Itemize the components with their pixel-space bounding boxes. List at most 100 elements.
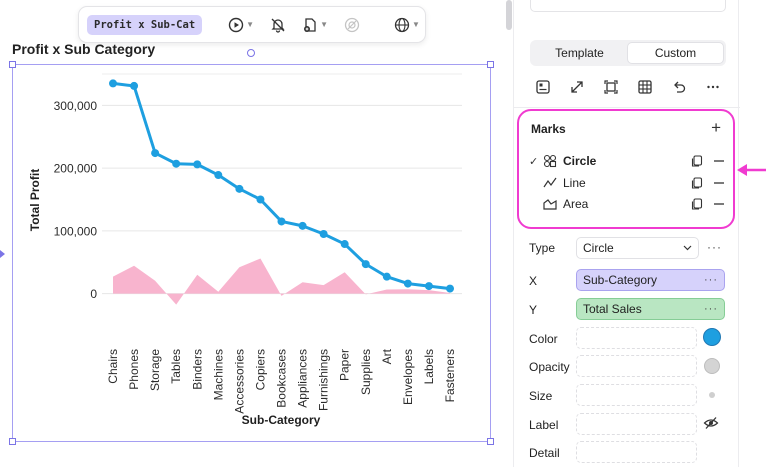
x-axis-label: Sub-Category bbox=[242, 413, 321, 427]
x-tick-label: Paper bbox=[338, 349, 352, 381]
x-tick-label: Copiers bbox=[253, 349, 267, 390]
data-point bbox=[235, 184, 244, 193]
x-tick-label: Labels bbox=[422, 349, 436, 384]
expand-button[interactable] bbox=[566, 76, 588, 98]
x-axis-ticks: Chairs Phones Storage Tables Binders Machines… bbox=[106, 348, 457, 413]
add-mark-button[interactable]: + bbox=[711, 118, 721, 137]
selection-frame[interactable] bbox=[9, 61, 494, 445]
disabled-button[interactable] bbox=[344, 17, 360, 33]
globe-icon bbox=[394, 17, 410, 32]
x-tick-label: Fasteners bbox=[443, 349, 457, 402]
layout-icon bbox=[536, 80, 550, 94]
x-tick-label: Art bbox=[380, 348, 394, 364]
highlight-arrow-icon bbox=[737, 164, 766, 176]
globe-button[interactable]: ▼ bbox=[394, 17, 420, 33]
resize-handle-top-right[interactable] bbox=[487, 61, 494, 68]
bell-off-icon bbox=[271, 18, 285, 33]
fit-frame-icon bbox=[604, 80, 618, 94]
label-drop-slot[interactable] bbox=[576, 413, 697, 435]
data-point bbox=[446, 284, 454, 293]
data-point bbox=[256, 195, 265, 204]
tab-custom[interactable]: Custom bbox=[627, 42, 724, 64]
x-encoding-pill[interactable]: Sub-Category ··· bbox=[576, 269, 725, 291]
data-point bbox=[319, 230, 328, 239]
layout-button[interactable] bbox=[532, 76, 554, 98]
duplicate-icon[interactable] bbox=[691, 198, 703, 210]
mark-row-line[interactable]: Line bbox=[529, 174, 725, 192]
file-plus-icon bbox=[304, 17, 316, 32]
top-input-field[interactable] bbox=[530, 0, 726, 12]
x-tick-label: Phones bbox=[127, 349, 141, 390]
rotate-handle[interactable] bbox=[247, 49, 255, 57]
y-tick-label: 100,000 bbox=[54, 224, 98, 238]
x-tick-label: Machines bbox=[211, 349, 225, 400]
size-label: Size bbox=[529, 389, 553, 403]
label-label: Label bbox=[529, 418, 559, 432]
panel-scrollbar[interactable] bbox=[506, 0, 512, 30]
resize-handle-bottom-right[interactable] bbox=[487, 438, 494, 445]
detail-label: Detail bbox=[529, 446, 560, 460]
more-icon[interactable]: ··· bbox=[704, 274, 718, 286]
x-label: X bbox=[529, 274, 538, 288]
color-drop-slot[interactable] bbox=[576, 327, 697, 349]
mark-row-area[interactable]: Area bbox=[529, 195, 725, 213]
chart-title: Profit x Sub Category bbox=[12, 41, 156, 57]
eye-off-icon[interactable] bbox=[703, 415, 719, 431]
opacity-swatch[interactable] bbox=[704, 358, 720, 374]
add-file-button[interactable]: ▼ bbox=[302, 17, 328, 33]
mark-row-circle[interactable]: ✓ Circle bbox=[529, 152, 725, 170]
fit-frame-button[interactable] bbox=[600, 76, 622, 98]
data-point bbox=[109, 79, 117, 88]
duplicate-icon[interactable] bbox=[691, 177, 703, 189]
chevron-down-icon: ▼ bbox=[412, 20, 420, 29]
table-icon bbox=[638, 80, 652, 94]
size-drop-slot[interactable] bbox=[576, 384, 697, 406]
more-button[interactable] bbox=[702, 76, 724, 98]
x-tick-label: Appliances bbox=[296, 349, 310, 408]
points-series bbox=[109, 79, 454, 293]
table-button[interactable] bbox=[634, 76, 656, 98]
chart-name-chip[interactable]: Profit x Sub-Cat bbox=[87, 14, 203, 35]
x-tick-label: Storage bbox=[148, 349, 162, 391]
resize-handle-top-left[interactable] bbox=[9, 61, 16, 68]
detail-drop-slot[interactable] bbox=[576, 441, 697, 463]
remove-icon[interactable] bbox=[713, 177, 725, 189]
data-point bbox=[130, 81, 139, 90]
notifications-off-button[interactable] bbox=[270, 17, 286, 33]
panel-divider bbox=[514, 107, 740, 108]
mark-type-select[interactable]: Circle bbox=[576, 237, 699, 259]
remove-icon[interactable] bbox=[713, 198, 725, 210]
type-more-button[interactable]: ··· bbox=[707, 240, 722, 254]
mark-label-circle: Circle bbox=[563, 154, 597, 168]
x-tick-label: Supplies bbox=[359, 349, 373, 395]
play-button[interactable]: ▼ bbox=[228, 17, 254, 33]
opacity-drop-slot[interactable] bbox=[576, 355, 697, 377]
x-tick-label: Furnishings bbox=[317, 349, 331, 411]
y-encoding-pill[interactable]: Total Sales ··· bbox=[576, 298, 725, 320]
undo-button[interactable] bbox=[668, 76, 690, 98]
chart: 0 100,000 200,000 300,000 Chairs Phones Stora… bbox=[28, 73, 462, 427]
area-chart-icon bbox=[543, 199, 557, 210]
mode-toggle: Template Custom bbox=[530, 40, 726, 66]
data-point bbox=[277, 217, 286, 226]
line-chart-icon bbox=[543, 177, 557, 188]
mark-label-area: Area bbox=[563, 197, 589, 211]
x-tick-label: Tables bbox=[169, 349, 183, 384]
properties-panel: Template Custom bbox=[513, 0, 740, 467]
resize-handle-bottom-left[interactable] bbox=[9, 438, 16, 445]
size-swatch[interactable] bbox=[709, 392, 715, 398]
x-field-value: Sub-Category bbox=[583, 273, 658, 287]
more-icon[interactable]: ··· bbox=[704, 303, 718, 315]
panel-icon-row bbox=[530, 76, 726, 98]
data-point bbox=[214, 171, 223, 180]
undo-icon bbox=[674, 81, 686, 93]
x-tick-label: Chairs bbox=[106, 349, 120, 384]
tab-template[interactable]: Template bbox=[555, 46, 604, 60]
data-point bbox=[298, 221, 307, 230]
color-swatch[interactable] bbox=[703, 328, 721, 346]
chart-toolbar: Profit x Sub-Cat ▼ ▼ ▼ bbox=[78, 6, 426, 43]
chevron-down-icon: ▼ bbox=[246, 20, 255, 29]
duplicate-icon[interactable] bbox=[691, 155, 703, 167]
area-shape bbox=[113, 258, 450, 305]
remove-icon[interactable] bbox=[713, 155, 725, 167]
